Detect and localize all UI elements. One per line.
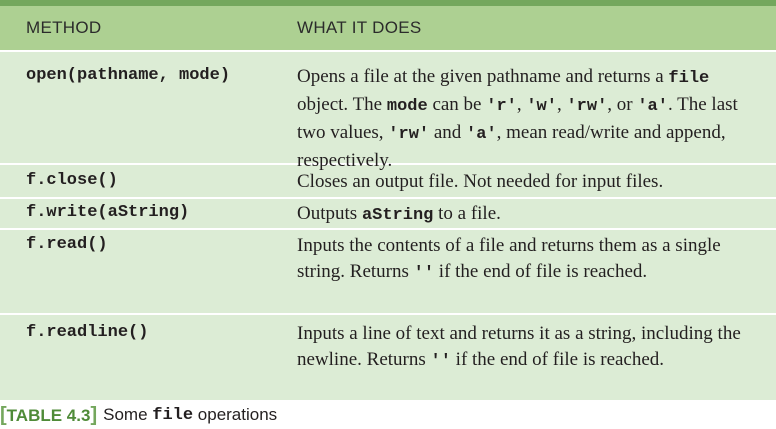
header-what-it-does: WHAT IT DOES (297, 18, 422, 37)
table-row: f.write(aString) Outputs aString to a fi… (0, 197, 776, 228)
inline-code: 'a' (466, 125, 497, 144)
caption-text-after: operations (193, 405, 278, 424)
table-top-bar (0, 0, 776, 6)
table-caption: [TABLE 4.3] Some file operations (0, 403, 277, 427)
desc-cell: Opens a file at the given pathname and r… (297, 66, 738, 171)
caption-close-bracket: ] (90, 403, 98, 426)
desc-cell: Outputs aString to a file. (297, 203, 501, 225)
desc-cell: Closes an output file. Not needed for in… (297, 171, 664, 192)
inline-code: '' (430, 352, 451, 371)
desc-cell: Inputs a line of text and returns it as … (297, 323, 741, 371)
table-header: METHOD WHAT IT DOES (0, 6, 776, 50)
header-method: METHOD (26, 18, 102, 37)
method-cell: f.read() (26, 235, 108, 254)
inline-code: 'rw' (388, 125, 430, 144)
caption-code: file (152, 405, 194, 425)
caption-text-before: Some (103, 405, 153, 424)
inline-code: 'r' (486, 97, 517, 116)
table-row: f.readline() Inputs a line of text and r… (0, 313, 776, 400)
table-row: f.close() Closes an output file. Not nee… (0, 163, 776, 197)
inline-code: file (668, 69, 710, 88)
desc-cell: Inputs the contents of a file and return… (297, 235, 721, 283)
table-row: open(pathname, mode) Opens a file at the… (0, 50, 776, 171)
caption-open-bracket: [ (0, 403, 7, 426)
method-cell: f.readline() (26, 323, 149, 342)
table-row: f.read() Inputs the contents of a file a… (0, 228, 776, 313)
method-cell: open(pathname, mode) (26, 66, 231, 85)
caption-label-text: TABLE 4.3 (6, 405, 91, 425)
inline-code: mode (386, 97, 428, 116)
file-operations-table: METHOD WHAT IT DOES open(pathname, mode)… (0, 0, 776, 400)
method-cell: f.close() (26, 171, 118, 190)
inline-code: 'w' (526, 97, 557, 116)
inline-code: 'a' (637, 97, 668, 116)
inline-code: '' (413, 264, 435, 283)
inline-code: aString (361, 206, 434, 225)
inline-code: 'rw' (566, 97, 608, 116)
caption-label: [TABLE 4.3] (0, 404, 97, 427)
method-cell: f.write(aString) (26, 203, 190, 222)
